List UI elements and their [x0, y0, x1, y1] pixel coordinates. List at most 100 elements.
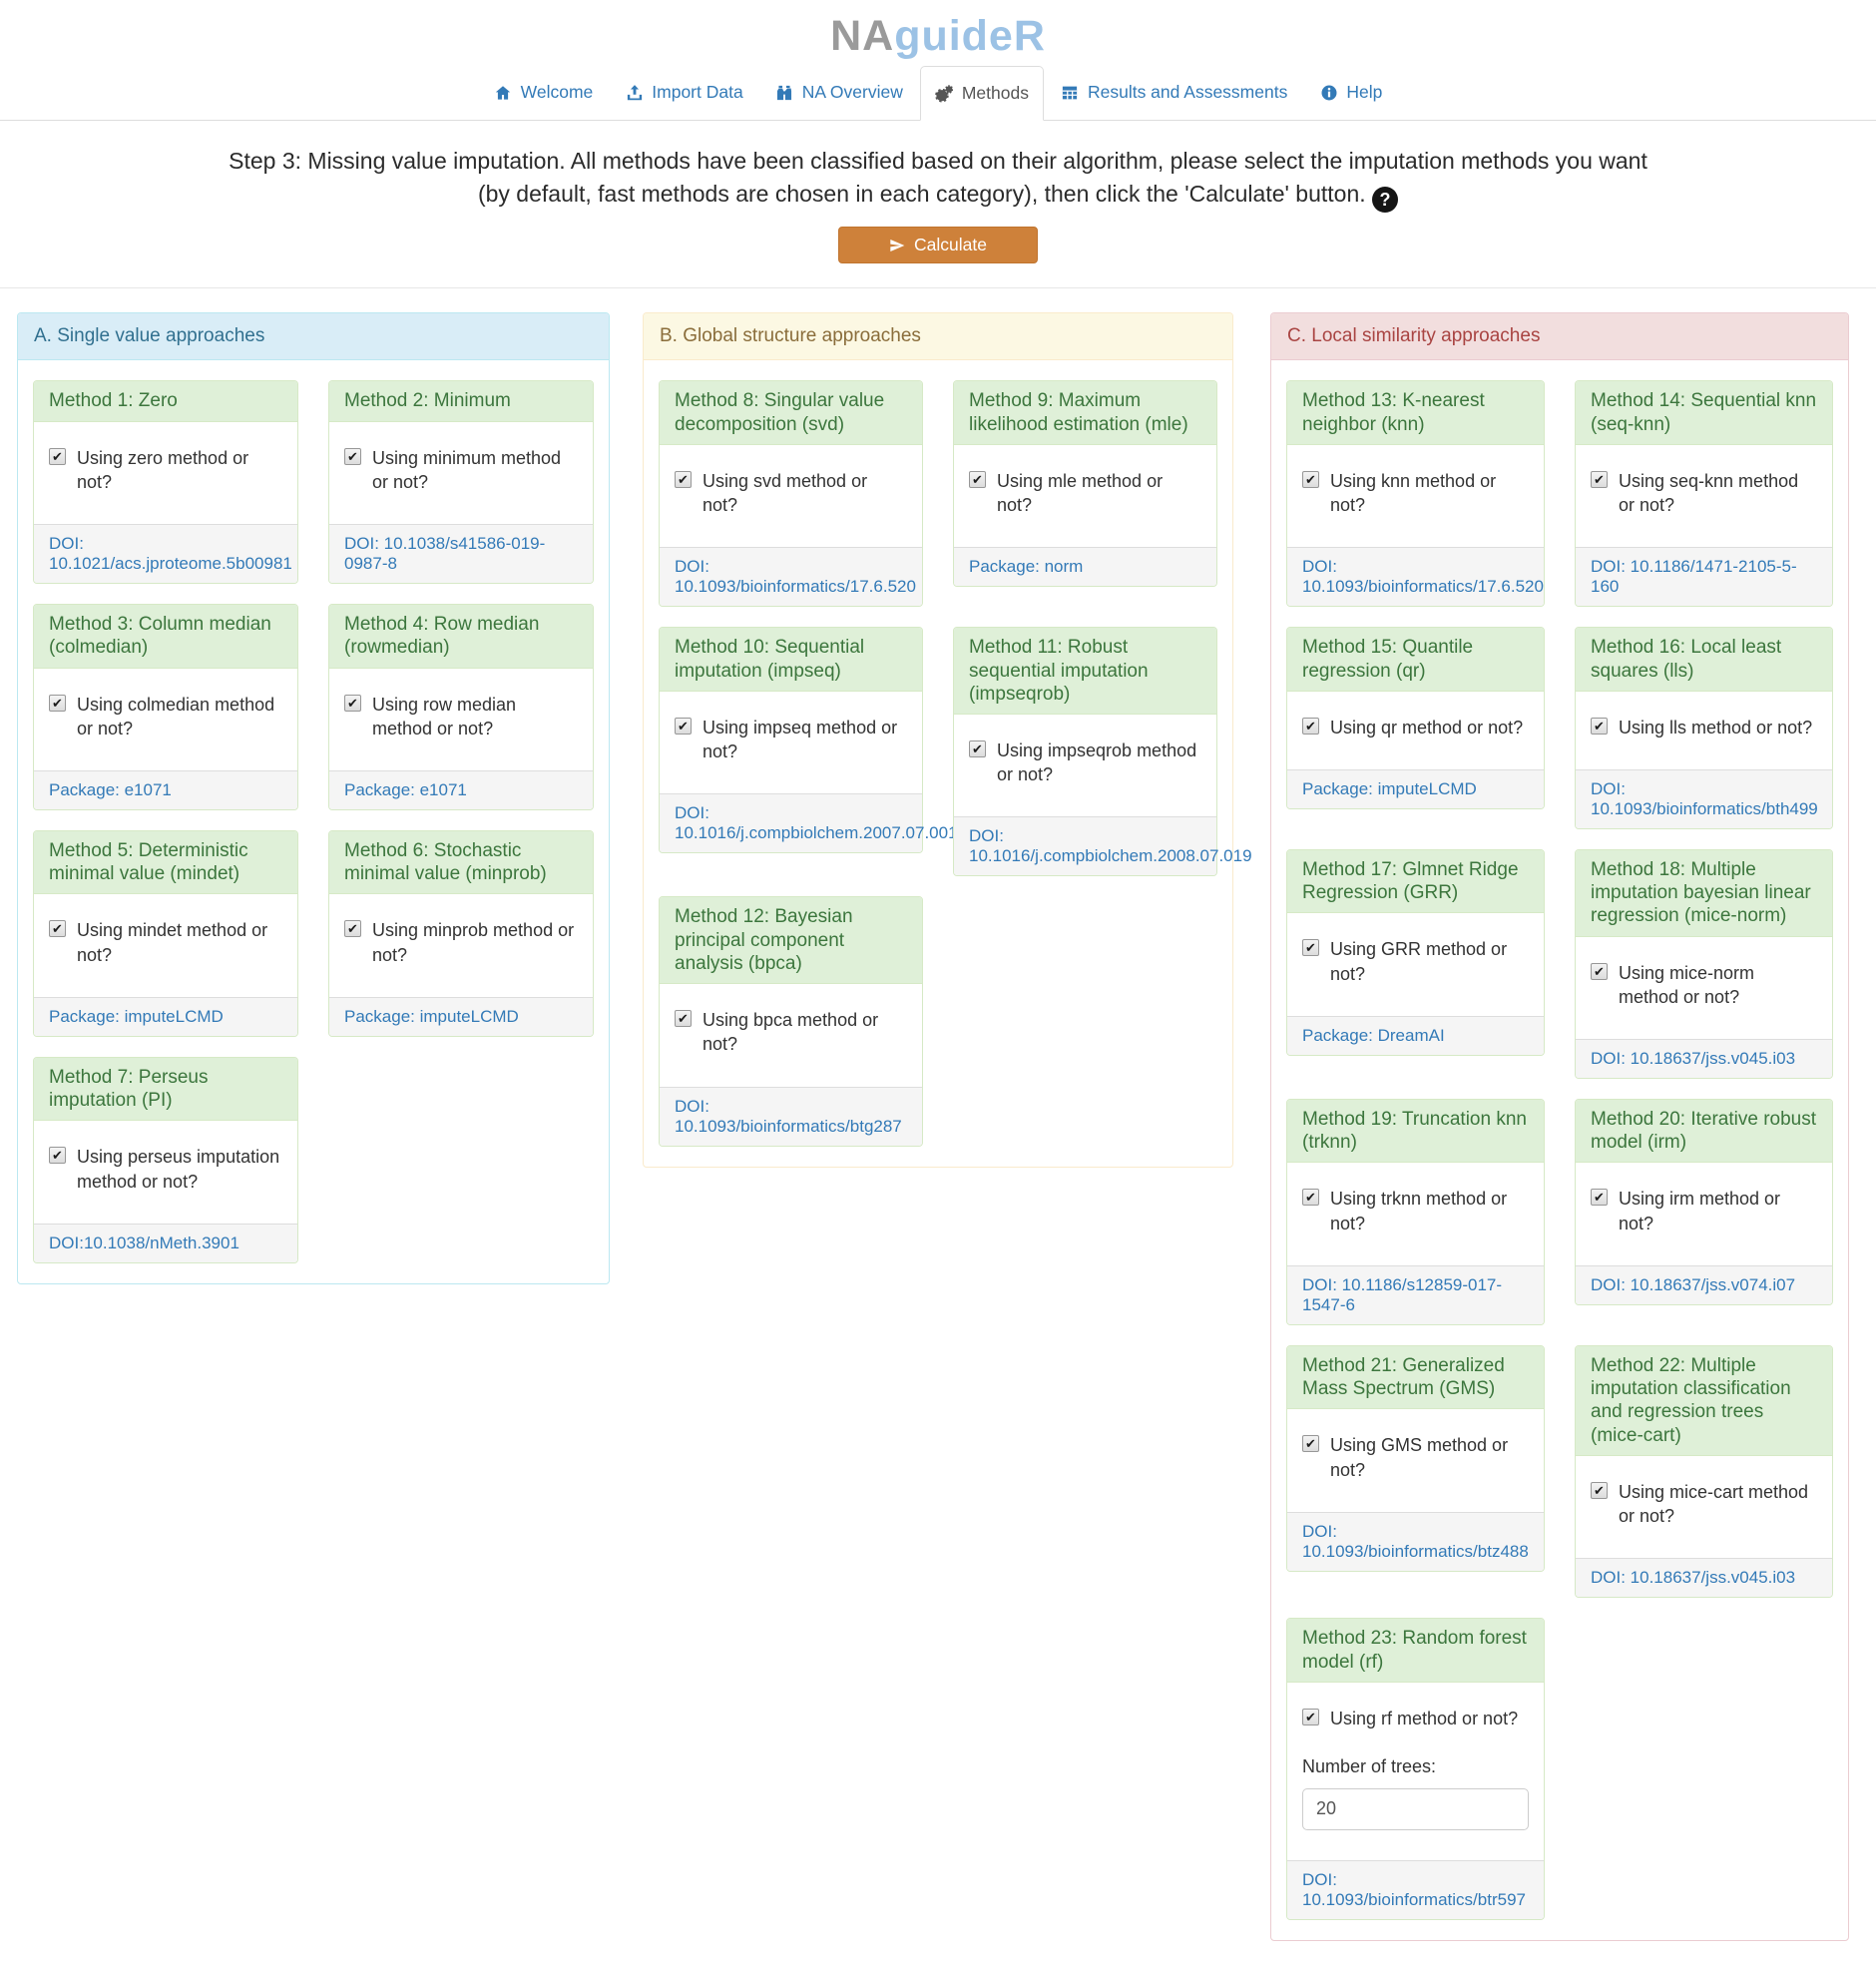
checkbox-checked-icon[interactable]: ✔	[1591, 717, 1608, 735]
checkbox-checked-icon[interactable]: ✔	[1591, 962, 1608, 980]
method-card-body: ✔ Using bpca method or not?	[660, 984, 922, 1087]
method-reference-link[interactable]: Package: norm	[969, 557, 1084, 577]
method-card: Method 13: K-nearest neighbor (knn) ✔ Us…	[1286, 380, 1545, 608]
method-card-title: Method 22: Multiple imputation classific…	[1576, 1346, 1832, 1456]
method-reference-link[interactable]: DOI: 10.1186/s12859-017-1547-6	[1302, 1275, 1503, 1315]
method-reference-link[interactable]: DOI: 10.1093/bioinformatics/btg287	[675, 1096, 902, 1136]
tab-import-data[interactable]: Import Data	[610, 65, 757, 120]
method-checkbox-row[interactable]: ✔ Using GMS method or not?	[1302, 1433, 1529, 1482]
question-circle-icon[interactable]: ?	[1372, 187, 1399, 214]
checkbox-checked-icon[interactable]: ✔	[344, 920, 361, 938]
method-reference-link[interactable]: Package: DreamAI	[1302, 1025, 1445, 1045]
method-checkbox-row[interactable]: ✔ Using impseqrob method or not?	[969, 739, 1201, 787]
checkbox-checked-icon[interactable]: ✔	[1302, 1708, 1319, 1725]
method-checkbox-row[interactable]: ✔ Using mice-norm method or not?	[1591, 961, 1817, 1010]
tab-welcome[interactable]: Welcome	[479, 65, 609, 120]
method-checkbox-row[interactable]: ✔ Using minimum method or not?	[344, 446, 578, 495]
method-checkbox-row[interactable]: ✔ Using mice-cart method or not?	[1591, 1480, 1817, 1529]
checkbox-checked-icon[interactable]: ✔	[1302, 470, 1319, 488]
method-checkbox-row[interactable]: ✔ Using knn method or not?	[1302, 469, 1529, 518]
method-card-row: Method 5: Deterministic minimal value (m…	[33, 830, 594, 1038]
method-card-title: Method 8: Singular value decomposition (…	[660, 381, 922, 445]
app-title: NAguideR	[0, 12, 1876, 61]
method-reference-link[interactable]: DOI: 10.1093/bioinformatics/btz488	[1302, 1522, 1529, 1561]
checkbox-checked-icon[interactable]: ✔	[49, 694, 66, 712]
calculate-button[interactable]: Calculate	[838, 227, 1038, 264]
method-checkbox-row[interactable]: ✔ Using lls method or not?	[1591, 716, 1817, 739]
method-card-row: Method 1: Zero ✔ Using zero method or no…	[33, 380, 594, 585]
checkbox-checked-icon[interactable]: ✔	[675, 470, 692, 488]
method-reference-link[interactable]: DOI: 10.18637/jss.v045.i03	[1591, 1568, 1796, 1588]
tab-help[interactable]: Help	[1304, 65, 1397, 120]
method-reference-link[interactable]: DOI: 10.1016/j.compbiolchem.2007.07.001	[675, 803, 958, 843]
method-card-row: Method 17: Glmnet Ridge Regression (GRR)…	[1286, 849, 1833, 1080]
method-reference-link[interactable]: Package: imputeLCMD	[344, 1007, 519, 1027]
method-reference-link[interactable]: DOI: 10.1093/bioinformatics/17.6.520	[1302, 557, 1544, 597]
tab-na-overview[interactable]: NA Overview	[760, 65, 918, 120]
method-reference-link[interactable]: Package: e1071	[344, 780, 467, 800]
checkbox-checked-icon[interactable]: ✔	[344, 694, 361, 712]
tab-results-and-assessments[interactable]: Results and Assessments	[1046, 65, 1302, 120]
checkbox-checked-icon[interactable]: ✔	[1302, 1435, 1319, 1453]
checkbox-checked-icon[interactable]: ✔	[1591, 1481, 1608, 1499]
method-checkbox-row[interactable]: ✔ Using colmedian method or not?	[49, 693, 282, 741]
check-mark-icon: ✔	[1305, 1190, 1316, 1206]
method-checkbox-row[interactable]: ✔ Using mindet method or not?	[49, 918, 282, 967]
tab-methods[interactable]: Methods	[919, 66, 1044, 121]
number-of-trees-input[interactable]	[1302, 1787, 1529, 1830]
method-checkbox-row[interactable]: ✔ Using GRR method or not?	[1302, 937, 1529, 986]
method-checkbox-row[interactable]: ✔ Using svd method or not?	[675, 469, 907, 518]
number-of-trees-block: Number of trees:	[1302, 1756, 1529, 1830]
method-checkbox-row[interactable]: ✔ Using rf method or not?	[1302, 1707, 1529, 1730]
method-checkbox-row[interactable]: ✔ Using irm method or not?	[1591, 1187, 1817, 1235]
method-reference-link[interactable]: DOI:10.1038/nMeth.3901	[49, 1233, 239, 1253]
method-card-title: Method 18: Multiple imputation bayesian …	[1576, 850, 1832, 937]
checkbox-checked-icon[interactable]: ✔	[969, 470, 986, 488]
method-reference-link[interactable]: Package: imputeLCMD	[49, 1007, 224, 1027]
method-checkbox-row[interactable]: ✔ Using seq-knn method or not?	[1591, 469, 1817, 518]
method-checkbox-row[interactable]: ✔ Using trknn method or not?	[1302, 1187, 1529, 1235]
checkbox-checked-icon[interactable]: ✔	[675, 1010, 692, 1027]
method-checkbox-row[interactable]: ✔ Using qr method or not?	[1302, 716, 1529, 739]
method-reference-link[interactable]: DOI: 10.1093/bioinformatics/btr597	[1302, 1869, 1526, 1909]
method-checkbox-row[interactable]: ✔ Using row median method or not?	[344, 693, 578, 741]
checkbox-checked-icon[interactable]: ✔	[1302, 939, 1319, 957]
checkbox-checked-icon[interactable]: ✔	[675, 717, 692, 735]
checkbox-checked-icon[interactable]: ✔	[49, 920, 66, 938]
checkbox-checked-icon[interactable]: ✔	[49, 447, 66, 465]
method-checkbox-row[interactable]: ✔ Using perseus imputation method or not…	[49, 1145, 282, 1194]
method-card-body: ✔ Using irm method or not?	[1576, 1163, 1832, 1265]
method-reference-link[interactable]: DOI: 10.18637/jss.v045.i03	[1591, 1049, 1796, 1069]
app-title-na: NA	[830, 12, 895, 60]
method-checkbox-label: Using irm method or not?	[1619, 1189, 1781, 1233]
method-checkbox-row[interactable]: ✔ Using zero method or not?	[49, 446, 282, 495]
method-reference-link[interactable]: DOI: 10.1016/j.compbiolchem.2008.07.019	[969, 826, 1252, 866]
method-card-row: Method 8: Singular value decomposition (…	[659, 380, 1217, 608]
method-card-title: Method 9: Maximum likelihood estimation …	[954, 381, 1216, 445]
method-reference-link[interactable]: Package: imputeLCMD	[1302, 779, 1477, 799]
method-card-footer: DOI: 10.1093/bioinformatics/btr597	[1287, 1859, 1544, 1919]
method-checkbox-row[interactable]: ✔ Using impseq method or not?	[675, 716, 907, 764]
panel-local-similarity-approaches: C. Local similarity approaches Method 13…	[1270, 312, 1849, 1941]
method-reference-link[interactable]: DOI: 10.18637/jss.v074.i07	[1591, 1275, 1796, 1295]
method-card-slot: Method 9: Maximum likelihood estimation …	[953, 380, 1217, 588]
method-reference-link[interactable]: DOI: 10.1021/acs.jproteome.5b00981	[49, 534, 292, 574]
method-reference-link[interactable]: DOI: 10.1093/bioinformatics/17.6.520	[675, 557, 916, 597]
checkbox-checked-icon[interactable]: ✔	[1591, 470, 1608, 488]
checkbox-checked-icon[interactable]: ✔	[1302, 1189, 1319, 1207]
method-card-body: ✔ Using mle method or not?	[954, 445, 1216, 548]
method-checkbox-row[interactable]: ✔ Using minprob method or not?	[344, 918, 578, 967]
checkbox-checked-icon[interactable]: ✔	[49, 1147, 66, 1165]
method-reference-link[interactable]: DOI: 10.1038/s41586-019-0987-8	[344, 534, 546, 574]
method-reference-link[interactable]: DOI: 10.1093/bioinformatics/bth499	[1591, 779, 1818, 819]
method-reference-link[interactable]: DOI: 10.1186/1471-2105-5-160	[1591, 557, 1797, 597]
method-reference-link[interactable]: Package: e1071	[49, 780, 172, 800]
method-card-title: Method 15: Quantile regression (qr)	[1287, 628, 1544, 692]
method-checkbox-row[interactable]: ✔ Using bpca method or not?	[675, 1008, 907, 1057]
checkbox-checked-icon[interactable]: ✔	[969, 739, 986, 757]
checkbox-checked-icon[interactable]: ✔	[1591, 1189, 1608, 1207]
method-checkbox-label: Using seq-knn method or not?	[1619, 470, 1799, 516]
checkbox-checked-icon[interactable]: ✔	[344, 447, 361, 465]
method-checkbox-row[interactable]: ✔ Using mle method or not?	[969, 469, 1201, 518]
checkbox-checked-icon[interactable]: ✔	[1302, 717, 1319, 735]
